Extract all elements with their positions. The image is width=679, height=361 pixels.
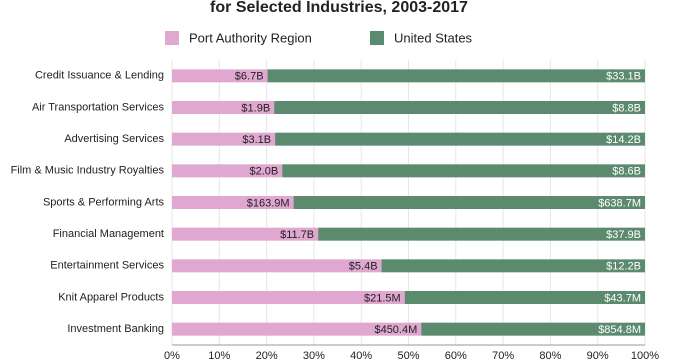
y-tick-label: Financial Management <box>53 228 164 240</box>
bar-segment <box>282 164 645 178</box>
bar-segment <box>172 69 268 83</box>
value-label: $8.6B <box>612 166 641 178</box>
value-label: $854.8M <box>598 324 641 336</box>
value-label: $450.4M <box>374 324 417 336</box>
bar-segment <box>318 227 645 241</box>
y-tick-label: Advertising Services <box>64 133 164 145</box>
bar-segment <box>404 291 645 304</box>
legend-swatch <box>165 31 179 45</box>
x-tick-label: 40% <box>350 350 372 361</box>
bar-segment <box>172 101 275 114</box>
bar-segment <box>172 132 276 146</box>
value-label: $638.7M <box>598 197 641 209</box>
y-tick-label: Film & Music Industry Royalties <box>11 165 165 177</box>
bar-segment <box>172 227 319 241</box>
value-label: $163.9M <box>247 197 290 209</box>
x-tick-label: 100% <box>631 350 659 361</box>
bar-segment <box>267 69 645 83</box>
x-tick-label: 90% <box>587 350 609 361</box>
bar-segment <box>172 291 405 304</box>
chart-title: for Selected Industries, 2003-2017 <box>210 0 468 16</box>
x-tick-label: 20% <box>256 350 278 361</box>
bar-segment <box>275 132 645 146</box>
bar-segment <box>293 196 645 209</box>
y-tick-label: Investment Banking <box>67 323 164 335</box>
value-label: $21.5M <box>364 292 401 304</box>
bar-segment <box>172 322 422 336</box>
x-tick-label: 80% <box>539 350 561 361</box>
bar-segment <box>381 259 645 273</box>
x-tick-label: 60% <box>445 350 467 361</box>
y-tick-label: Knit Apparel Products <box>58 291 164 303</box>
x-tick-label: 70% <box>492 350 514 361</box>
y-tick-label: Credit Issuance & Lending <box>35 70 164 82</box>
y-tick-label: Sports & Performing Arts <box>43 196 165 208</box>
bar-segment <box>274 101 645 114</box>
value-label: $2.0B <box>249 166 278 178</box>
legend-swatch <box>370 31 384 45</box>
value-label: $8.8B <box>612 102 641 114</box>
y-tick-label: Entertainment Services <box>50 260 164 272</box>
value-label: $11.7B <box>280 229 314 241</box>
value-label: $1.9B <box>241 102 270 114</box>
y-tick-label: Air Transportation Services <box>32 101 165 113</box>
bar-segment <box>172 196 294 209</box>
value-label: $33.1B <box>606 71 641 83</box>
value-label: $5.4B <box>349 261 378 273</box>
bar-segment <box>172 259 382 273</box>
value-label: $3.1B <box>242 134 271 146</box>
value-label: $12.2B <box>606 261 641 273</box>
bar-segment <box>421 322 645 336</box>
value-label: $43.7M <box>604 292 641 304</box>
legend-label: Port Authority Region <box>189 30 312 45</box>
value-label: $37.9B <box>606 229 641 241</box>
bar-segment <box>172 164 283 178</box>
legend-label: United States <box>394 30 473 45</box>
x-tick-label: 30% <box>303 350 325 361</box>
x-tick-label: 10% <box>208 350 230 361</box>
value-label: $6.7B <box>235 71 264 83</box>
x-tick-label: 50% <box>397 350 419 361</box>
x-tick-label: 0% <box>164 350 180 361</box>
value-label: $14.2B <box>606 134 641 146</box>
